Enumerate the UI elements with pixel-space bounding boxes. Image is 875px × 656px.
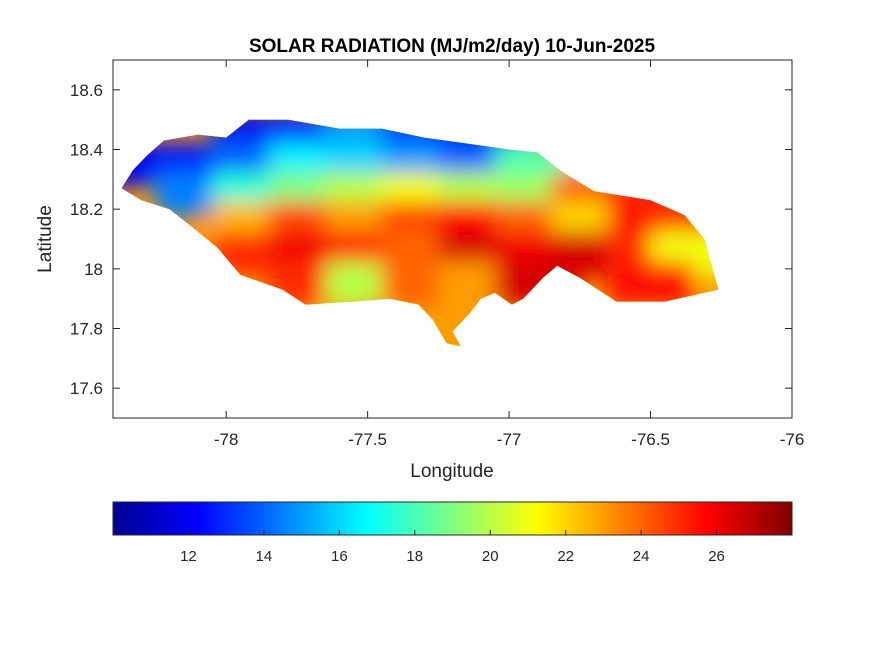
colorbar-tick-label: 16 bbox=[331, 548, 348, 565]
y-tick-label: 18.4 bbox=[70, 141, 103, 160]
colorbar-tick-label: 26 bbox=[708, 548, 725, 565]
colorbar-tick-label: 24 bbox=[633, 548, 650, 565]
x-tick-label: -77.5 bbox=[348, 430, 387, 449]
x-axis: -78 -77.5 -77 -76.5 -76 bbox=[214, 60, 804, 449]
y-tick-label: 17.8 bbox=[70, 320, 103, 339]
x-tick-label: -76 bbox=[780, 430, 805, 449]
y-axis-label: Latitude bbox=[35, 205, 56, 273]
y-tick-label: 18.6 bbox=[70, 81, 103, 100]
colorbar-tick-label: 22 bbox=[557, 548, 574, 565]
chart-title: SOLAR RADIATION (MJ/m2/day) 10-Jun-2025 bbox=[249, 36, 656, 57]
colorbar-tick-label: 20 bbox=[482, 548, 499, 565]
colorbar bbox=[112, 501, 793, 536]
x-tick-label: -78 bbox=[214, 430, 239, 449]
x-tick-label: -77 bbox=[497, 430, 522, 449]
y-axis: 17.6 17.8 18 18.2 18.4 18.6 bbox=[70, 81, 792, 398]
colorbar-tick-label: 12 bbox=[180, 548, 197, 565]
colorbar-tick-label: 14 bbox=[256, 548, 273, 565]
y-tick-label: 18.2 bbox=[70, 200, 103, 219]
x-tick-label: -76.5 bbox=[631, 430, 670, 449]
x-axis-label: Longitude bbox=[410, 461, 493, 482]
colorbar-tick-label: 18 bbox=[406, 548, 423, 565]
y-tick-label: 18 bbox=[84, 260, 103, 279]
colorbar-axis: 12 14 16 18 20 22 24 26 bbox=[180, 530, 725, 565]
y-tick-label: 17.6 bbox=[70, 379, 103, 398]
